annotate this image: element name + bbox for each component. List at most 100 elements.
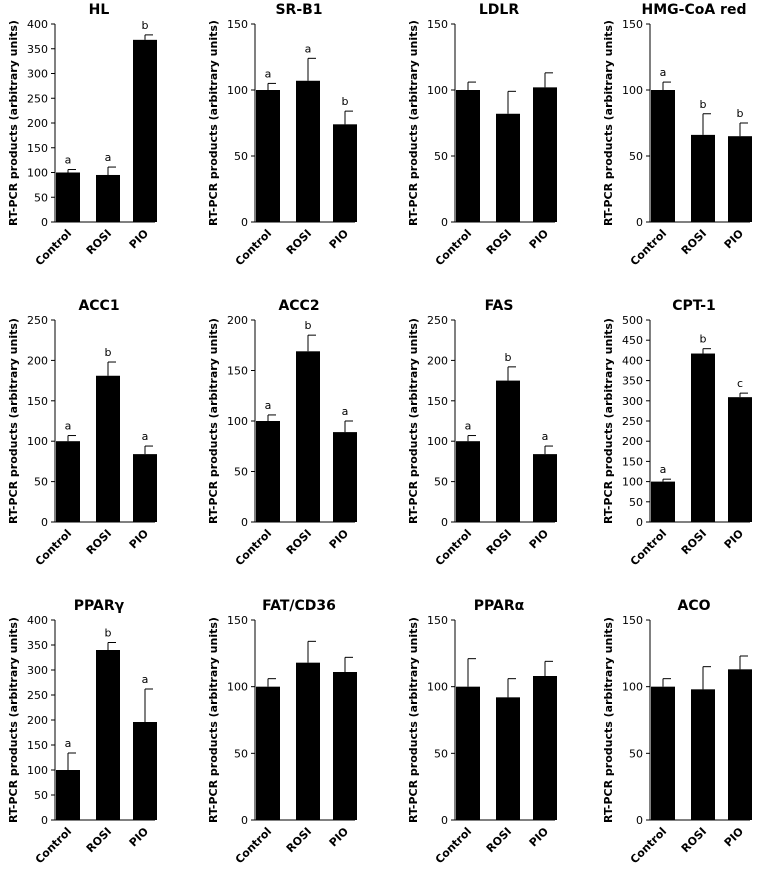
x-tick-label: PIO bbox=[527, 527, 551, 551]
bar bbox=[296, 351, 320, 522]
x-tick-label: ROSI bbox=[284, 527, 314, 557]
y-tick-label: 0 bbox=[41, 216, 48, 229]
x-tick-label: PIO bbox=[127, 527, 151, 551]
chart-title: FAT/CD36 bbox=[262, 598, 336, 614]
y-tick-label: 0 bbox=[636, 516, 643, 529]
y-tick-label: 400 bbox=[622, 354, 643, 367]
chart-panel: HL RT-PCR products (arbitrary units) 0 50 10… bbox=[7, 2, 157, 268]
bar bbox=[691, 353, 715, 522]
chart-panel: ACO RT-PCR products (arbitrary units) 0 50 1… bbox=[602, 598, 752, 866]
chart-panel: CPT-1 RT-PCR products (arbitrary units) 0 5… bbox=[602, 298, 752, 568]
x-tick-label: Control bbox=[433, 227, 474, 268]
bar bbox=[333, 432, 357, 522]
x-tick-label: ROSI bbox=[679, 825, 709, 855]
bar bbox=[728, 669, 752, 820]
significance-label: a bbox=[65, 737, 72, 750]
x-tick-label: ROSI bbox=[284, 227, 314, 257]
y-tick-label: 50 bbox=[234, 466, 248, 479]
bar bbox=[133, 39, 157, 223]
bar bbox=[256, 686, 280, 820]
y-axis-label: RT-PCR products (arbitrary units) bbox=[407, 617, 420, 823]
x-tick-label: PIO bbox=[327, 825, 351, 849]
y-tick-label: 0 bbox=[441, 516, 448, 529]
y-tick-label: 150 bbox=[227, 18, 248, 31]
y-tick-label: 0 bbox=[636, 814, 643, 827]
y-axis-label: RT-PCR products (arbitrary units) bbox=[602, 617, 615, 823]
y-tick-label: 150 bbox=[27, 739, 48, 752]
significance-label: a bbox=[660, 66, 667, 79]
significance-label: a bbox=[265, 399, 272, 412]
significance-label: b bbox=[305, 319, 312, 332]
y-tick-label: 50 bbox=[629, 747, 643, 760]
significance-label: b bbox=[342, 95, 349, 108]
x-tick-label: PIO bbox=[327, 227, 351, 251]
bar bbox=[728, 136, 752, 222]
y-axis-label: RT-PCR products (arbitrary units) bbox=[207, 20, 220, 226]
chart-panel: HMG-CoA red RT-PCR products (arbitrary un… bbox=[602, 2, 752, 268]
chart-title: LDLR bbox=[479, 2, 519, 18]
x-tick-label: PIO bbox=[722, 227, 746, 251]
y-axis-label: RT-PCR products (arbitrary units) bbox=[407, 20, 420, 226]
y-tick-label: 50 bbox=[629, 496, 643, 509]
chart-title: PPARα bbox=[474, 598, 525, 614]
x-tick-label: PIO bbox=[722, 825, 746, 849]
chart-panel: FAS RT-PCR products (arbitrary units) 0 50 1… bbox=[407, 298, 557, 568]
y-tick-label: 0 bbox=[41, 516, 48, 529]
y-tick-label: 100 bbox=[622, 681, 643, 694]
y-tick-label: 400 bbox=[27, 18, 48, 31]
y-tick-label: 0 bbox=[41, 814, 48, 827]
y-tick-label: 150 bbox=[622, 614, 643, 627]
significance-label: c bbox=[737, 377, 743, 390]
x-tick-label: Control bbox=[33, 227, 74, 268]
y-axis-label: RT-PCR products (arbitrary units) bbox=[207, 318, 220, 524]
bar bbox=[56, 441, 80, 522]
chart-panel: PPARγ RT-PCR products (arbitrary units) 0 5… bbox=[7, 598, 157, 866]
y-tick-label: 0 bbox=[241, 516, 248, 529]
y-tick-label: 100 bbox=[427, 435, 448, 448]
y-tick-label: 150 bbox=[427, 395, 448, 408]
chart-title: SR-B1 bbox=[275, 2, 322, 18]
y-tick-label: 50 bbox=[434, 150, 448, 163]
bar bbox=[496, 380, 520, 522]
bar bbox=[496, 697, 520, 820]
y-tick-label: 300 bbox=[622, 395, 643, 408]
x-tick-label: Control bbox=[33, 825, 74, 866]
x-tick-label: ROSI bbox=[679, 527, 709, 557]
y-tick-label: 150 bbox=[622, 18, 643, 31]
significance-label: a bbox=[105, 151, 112, 164]
y-tick-label: 200 bbox=[227, 314, 248, 327]
bar bbox=[296, 662, 320, 820]
chart-panel: PPARα RT-PCR products (arbitrary units) 0 5… bbox=[407, 598, 557, 866]
y-tick-label: 250 bbox=[27, 314, 48, 327]
x-tick-label: PIO bbox=[527, 227, 551, 251]
y-axis-label: RT-PCR products (arbitrary units) bbox=[407, 318, 420, 524]
y-tick-label: 50 bbox=[434, 747, 448, 760]
y-tick-label: 300 bbox=[27, 68, 48, 81]
y-tick-label: 50 bbox=[34, 191, 48, 204]
significance-label: b bbox=[737, 107, 744, 120]
bar bbox=[96, 174, 120, 222]
bar bbox=[651, 481, 675, 522]
bar bbox=[691, 689, 715, 820]
y-tick-label: 150 bbox=[427, 614, 448, 627]
significance-label: a bbox=[542, 430, 549, 443]
y-tick-label: 0 bbox=[441, 216, 448, 229]
y-axis-label: RT-PCR products (arbitrary units) bbox=[7, 318, 20, 524]
chart-title: FAS bbox=[485, 298, 514, 314]
bar bbox=[96, 375, 120, 522]
y-tick-label: 450 bbox=[622, 334, 643, 347]
significance-label: b bbox=[105, 627, 112, 640]
x-tick-label: Control bbox=[628, 227, 669, 268]
x-tick-label: Control bbox=[233, 227, 274, 268]
y-axis-label: RT-PCR products (arbitrary units) bbox=[7, 20, 20, 226]
y-tick-label: 150 bbox=[27, 142, 48, 155]
x-tick-label: Control bbox=[628, 825, 669, 866]
y-tick-label: 0 bbox=[441, 814, 448, 827]
x-tick-label: ROSI bbox=[84, 825, 114, 855]
bar bbox=[333, 124, 357, 222]
significance-label: b bbox=[142, 19, 149, 32]
x-tick-label: Control bbox=[233, 527, 274, 568]
bar bbox=[533, 454, 557, 522]
y-tick-label: 100 bbox=[227, 84, 248, 97]
bar bbox=[133, 454, 157, 522]
